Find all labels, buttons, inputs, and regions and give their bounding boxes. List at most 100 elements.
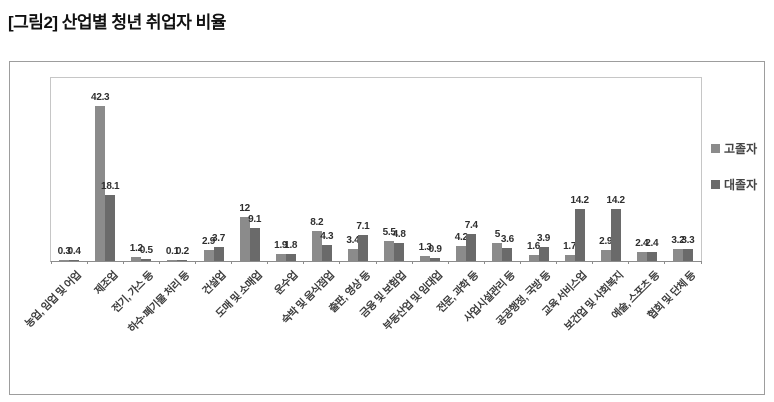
axis-tick xyxy=(375,261,377,264)
bar-value-label: 7.1 xyxy=(356,221,370,232)
bar-value-label: 9.1 xyxy=(248,214,262,225)
legend-label: 대졸자 xyxy=(724,178,758,192)
bar-고졸자-5 xyxy=(239,217,250,261)
bar-value-label: 2.9 xyxy=(599,236,613,247)
bar-value-label: 5 xyxy=(494,229,501,240)
bar-value-label: 4.3 xyxy=(320,231,334,242)
bar-value-label: 0.4 xyxy=(67,246,81,257)
bar-value-label: 18.1 xyxy=(101,181,120,192)
bar-대졸자-4 xyxy=(213,247,224,261)
bar-대졸자-0 xyxy=(69,260,80,261)
bar-value-label: 3.7 xyxy=(211,233,226,244)
axis-tick xyxy=(122,261,124,264)
axis-tick xyxy=(700,261,702,264)
legend-item-고졸자: 고졸자 xyxy=(711,140,757,157)
category-label: 건설업 xyxy=(200,269,229,298)
bar-대졸자-5 xyxy=(249,228,260,261)
bar-대졸자-11 xyxy=(466,234,477,261)
category-label: 농업, 임업 및 어업 xyxy=(23,269,84,330)
bar-value-label: 14.2 xyxy=(570,195,589,206)
bar-대졸자-13 xyxy=(538,247,549,261)
bar-고졸자-15 xyxy=(600,250,611,261)
plot-area: 0.3 0.4 농업, 임업 및 어업 42.3 18.1 제조업 1.2 0.5 전기, 가스… xyxy=(23,77,702,335)
bar-고졸자-14 xyxy=(564,255,575,261)
bar-value-label: 0.9 xyxy=(428,244,442,255)
legend-label: 고졸자 xyxy=(724,142,758,156)
category-label: 운수업 xyxy=(272,269,301,298)
bar-value-label: 0.1 xyxy=(165,246,179,257)
bar-value-label: 1.3 xyxy=(418,242,432,253)
bar-value-label: 3.3 xyxy=(681,235,695,246)
axis-tick xyxy=(194,261,196,264)
bar-대졸자-6 xyxy=(285,254,296,261)
legend-swatch-icon xyxy=(711,144,720,153)
bar-value-label: 1.6 xyxy=(526,241,541,252)
bar-대졸자-8 xyxy=(357,235,368,261)
axis-tick xyxy=(556,261,558,264)
bar-대졸자-17 xyxy=(682,249,693,261)
bar-대졸자-7 xyxy=(321,245,332,261)
axis-tick xyxy=(303,261,305,264)
bar-대졸자-2 xyxy=(141,259,152,261)
bar-고졸자-11 xyxy=(456,246,467,261)
bar-value-label: 0.2 xyxy=(175,246,189,257)
bar-value-label: 4.2 xyxy=(454,232,468,243)
bar-value-label: 1.7 xyxy=(563,241,577,252)
bar-고졸자-1 xyxy=(95,106,106,261)
axis-tick xyxy=(664,261,666,264)
axis-tick xyxy=(86,261,88,264)
bar-value-label: 5.5 xyxy=(382,227,396,238)
axis-tick xyxy=(50,261,52,264)
axis-tick xyxy=(411,261,413,264)
axis-tick xyxy=(628,261,630,264)
legend-item-대졸자: 대졸자 xyxy=(711,176,757,193)
figure-title: [그림2] 산업별 청년 취업자 비율 xyxy=(8,13,226,32)
bar-고졸자-4 xyxy=(203,250,214,261)
bar-value-label: 3.2 xyxy=(671,235,685,246)
legend-swatch-icon xyxy=(711,180,720,189)
axis-tick xyxy=(339,261,341,264)
axis-tick xyxy=(592,261,594,264)
bar-value-label: 1.9 xyxy=(274,240,288,251)
bar-value-label: 2.4 xyxy=(635,238,649,249)
bar-value-label: 0.3 xyxy=(57,246,71,257)
bar-고졸자-0 xyxy=(59,260,70,261)
bar-value-label: 14.2 xyxy=(606,195,626,206)
bar-value-label: 42.3 xyxy=(91,92,110,103)
bar-고졸자-3 xyxy=(167,260,178,261)
bar-value-label: 8.2 xyxy=(310,217,324,228)
bar-대졸자-3 xyxy=(177,260,188,261)
bar-고졸자-6 xyxy=(275,254,286,261)
bar-고졸자-10 xyxy=(420,256,431,261)
bar-대졸자-9 xyxy=(394,243,405,261)
bar-고졸자-2 xyxy=(131,257,142,261)
bar-value-label: 4.8 xyxy=(392,229,406,240)
bar-대졸자-16 xyxy=(646,252,657,261)
bar-value-label: 2.9 xyxy=(201,236,216,247)
bar-value-label: 7.4 xyxy=(464,220,478,231)
bar-고졸자-17 xyxy=(672,249,683,261)
bar-value-label: 12 xyxy=(239,203,250,214)
bar-대졸자-10 xyxy=(430,258,441,261)
bar-value-label: 1.8 xyxy=(284,240,298,251)
bar-고졸자-8 xyxy=(347,249,358,261)
axis-tick xyxy=(483,261,485,264)
bar-대졸자-12 xyxy=(502,248,513,261)
axis-tick xyxy=(447,261,449,264)
bar-대졸자-15 xyxy=(610,209,621,261)
axis-tick xyxy=(519,261,521,264)
axis-tick xyxy=(158,261,160,264)
bar-고졸자-13 xyxy=(528,255,539,261)
bar-고졸자-16 xyxy=(636,252,647,261)
bar-value-label: 0.5 xyxy=(139,245,153,256)
axis-tick xyxy=(267,261,269,264)
bar-대졸자-14 xyxy=(574,209,585,261)
bar-value-label: 2.4 xyxy=(645,238,659,249)
axis-tick xyxy=(231,261,233,264)
category-label: 제조업 xyxy=(92,269,120,298)
bar-value-label: 3.4 xyxy=(346,235,360,246)
bar-value-label: 3.6 xyxy=(500,234,514,245)
chart-frame: 0.3 0.4 농업, 임업 및 어업 42.3 18.1 제조업 1.2 0.5 전기, 가스… xyxy=(9,61,765,395)
